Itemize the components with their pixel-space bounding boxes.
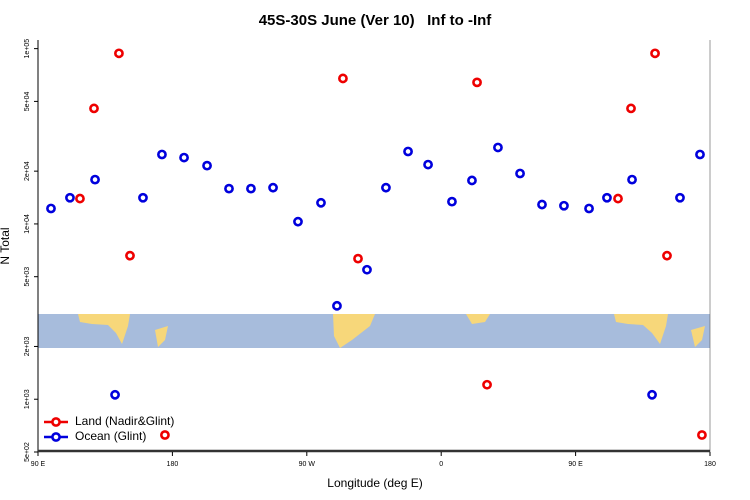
point bbox=[246, 183, 256, 194]
y-tick-label: 5e+02 bbox=[24, 442, 31, 462]
point bbox=[338, 73, 348, 84]
x-tick-label: 90 E bbox=[31, 461, 46, 468]
point bbox=[157, 149, 167, 160]
point bbox=[125, 250, 135, 261]
point bbox=[602, 192, 612, 203]
point bbox=[515, 168, 525, 179]
y-tick-label: 1e+03 bbox=[24, 389, 31, 409]
point bbox=[268, 182, 278, 193]
map-strip bbox=[38, 314, 710, 348]
point bbox=[467, 175, 477, 186]
point bbox=[110, 389, 120, 400]
point bbox=[647, 389, 657, 400]
legend-marker bbox=[51, 417, 61, 427]
point bbox=[65, 192, 75, 203]
point bbox=[362, 264, 372, 275]
point bbox=[697, 430, 707, 440]
point bbox=[202, 160, 212, 171]
x-tick-label: 180 bbox=[704, 461, 716, 468]
y-tick-label: 1e+05 bbox=[24, 39, 31, 59]
x-tick-label: 90 E bbox=[568, 461, 583, 468]
x-tick-label: 0 bbox=[439, 461, 443, 468]
point bbox=[472, 77, 482, 88]
point bbox=[695, 149, 705, 160]
point bbox=[353, 253, 363, 264]
y-axis-label: N Total bbox=[0, 227, 12, 264]
point bbox=[650, 48, 660, 59]
point bbox=[381, 182, 391, 193]
y-tick-label: 2e+04 bbox=[24, 161, 31, 181]
y-tick-label: 5e+03 bbox=[24, 267, 31, 287]
y-tick-label: 5e+04 bbox=[24, 91, 31, 111]
x-tick-label: 180 bbox=[167, 461, 179, 468]
x-tick-label: 90 W bbox=[299, 461, 316, 468]
point bbox=[224, 183, 234, 194]
point bbox=[662, 250, 672, 261]
legend-marker bbox=[51, 432, 61, 442]
point bbox=[90, 174, 100, 185]
point bbox=[482, 379, 492, 390]
point bbox=[160, 430, 170, 440]
point bbox=[114, 48, 124, 59]
point bbox=[332, 300, 342, 311]
point bbox=[138, 192, 148, 203]
point bbox=[423, 159, 433, 170]
point bbox=[46, 203, 56, 214]
chart-title: 45S-30S June (Ver 10) Inf to -Inf bbox=[259, 12, 493, 29]
point bbox=[675, 192, 685, 203]
y-tick-label: 1e+04 bbox=[24, 214, 31, 234]
point bbox=[447, 196, 457, 207]
point bbox=[626, 103, 636, 114]
point bbox=[179, 152, 189, 163]
point bbox=[493, 142, 503, 153]
point bbox=[316, 197, 326, 208]
legend-label: Land (Nadir&Glint) bbox=[75, 414, 174, 428]
point bbox=[584, 203, 594, 214]
point bbox=[75, 193, 85, 204]
legend-label: Ocean (Glint) bbox=[75, 429, 146, 443]
x-axis-label: Longitude (deg E) bbox=[327, 476, 422, 490]
point bbox=[627, 174, 637, 185]
point bbox=[613, 193, 623, 204]
y-tick-label: 2e+03 bbox=[24, 337, 31, 357]
point bbox=[559, 200, 569, 211]
point bbox=[537, 199, 547, 210]
legend: Land (Nadir&Glint)Ocean (Glint) bbox=[44, 414, 174, 443]
point bbox=[293, 216, 303, 227]
point bbox=[89, 103, 99, 114]
point bbox=[403, 146, 413, 157]
